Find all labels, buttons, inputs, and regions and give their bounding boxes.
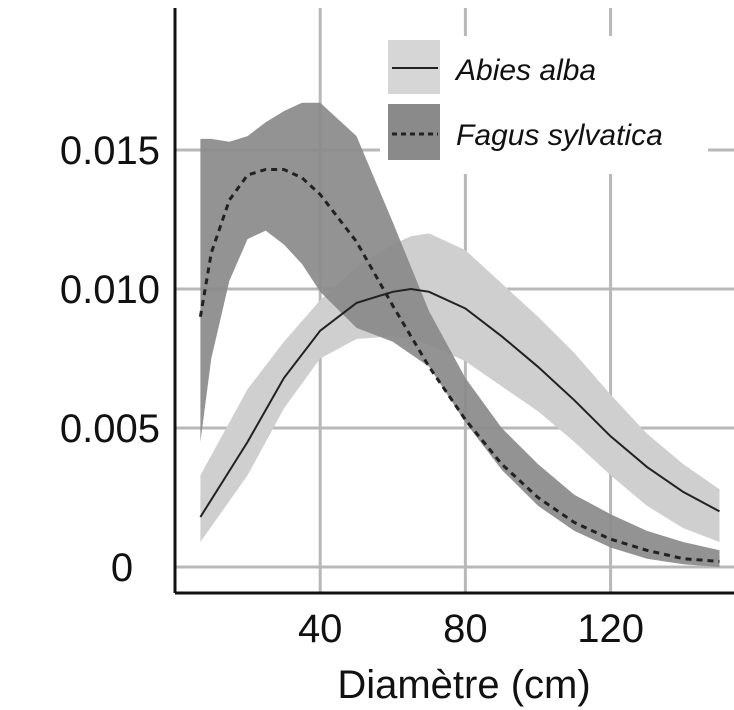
y-tick-label-0.015: 0.015 [60, 129, 160, 173]
band-fagus-sylvatica [200, 102, 720, 567]
legend: Abies alba Fagus sylvatica [380, 36, 708, 174]
y-tick-label-0: 0 [111, 546, 133, 590]
x-tick-label-80: 80 [443, 607, 488, 651]
legend-label-fagus: Fagus sylvatica [456, 119, 663, 152]
tick-labels: 40 80 120 0 0.005 0.010 0.015 [60, 129, 644, 651]
y-tick-label-0.010: 0.010 [60, 268, 160, 312]
y-tick-label-0.005: 0.005 [60, 407, 160, 451]
series-lines [198, 168, 720, 563]
legend-swatch-fagus [388, 104, 440, 160]
x-axis-title: Diamètre (cm) [337, 663, 590, 707]
legend-label-abies: Abies alba [454, 54, 596, 87]
line-abies-alba [199, 287, 720, 518]
confidence-bands [200, 102, 720, 567]
line-fagus-sylvatica [198, 168, 720, 563]
axes [173, 8, 734, 595]
x-tick-label-120: 120 [577, 607, 644, 651]
band-abies-alba [200, 233, 720, 542]
x-tick-label-40: 40 [298, 607, 343, 651]
